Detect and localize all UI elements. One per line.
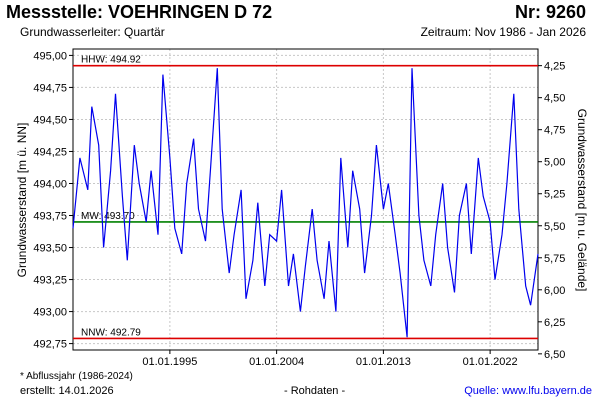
- y-axis-label-right: Grundwasserstand [m u. Gelände]: [575, 109, 589, 292]
- left-tick-label: 493,00: [33, 307, 67, 319]
- created-date: erstellt: 14.01.2026: [20, 385, 114, 397]
- y-axis-label-left: Grundwasserstand [m ü. NN]: [15, 123, 29, 278]
- reference-label: NNW: 492.79: [81, 327, 141, 338]
- x-axis-ticks: 01.01.1995 01.01.2004 01.01.2013 01.01.2022: [142, 350, 518, 368]
- left-tick-label: 494,25: [33, 146, 67, 158]
- reference-lines: HHW: 494.92 MW: 493.70 NNW: 492.79: [73, 55, 538, 340]
- left-tick-label: 495,00: [33, 50, 67, 62]
- left-axis-ticks: 495,00 494,75 494,50 494,25 494,00 493,75 493,…: [33, 50, 73, 351]
- plot-frame: [72, 48, 539, 351]
- right-axis-ticks: 4,25 4,50 4,75 5,00 5,25 5,50 5,75 6,00 6,25 6,50: [538, 61, 565, 361]
- right-tick-label: 5,00: [544, 157, 565, 169]
- right-tick-label: 5,25: [544, 189, 565, 201]
- left-tick-label: 494,75: [33, 82, 67, 94]
- aquifer-label: Grundwasserleiter: Quartär: [20, 25, 165, 39]
- period-label: Zeitraum: Nov 1986 - Jan 2026: [420, 25, 586, 39]
- left-tick-label: 493,50: [33, 243, 67, 255]
- station-number: Nr: 9260: [514, 2, 586, 22]
- source-link[interactable]: Quelle: www.lfu.bayern.de: [464, 385, 592, 397]
- right-tick-label: 4,75: [544, 125, 565, 137]
- x-tick-label: 01.01.2013: [356, 356, 411, 368]
- right-tick-label: 6,00: [544, 285, 565, 297]
- chart-grid: [73, 49, 538, 350]
- left-tick-label: 493,75: [33, 211, 67, 223]
- reference-label: MW: 493.70: [81, 211, 135, 222]
- station-title: Messstelle: VOEHRINGEN D 72: [6, 2, 273, 22]
- raw-data-note: - Rohdaten -: [284, 385, 346, 397]
- right-tick-label: 6,50: [544, 349, 565, 361]
- left-tick-label: 494,00: [33, 178, 67, 190]
- x-tick-label: 01.01.1995: [142, 356, 197, 368]
- series-line: [72, 68, 539, 338]
- left-tick-label: 492,75: [33, 339, 67, 351]
- right-tick-label: 5,75: [544, 253, 565, 265]
- left-tick-label: 494,50: [33, 114, 67, 126]
- x-tick-label: 01.01.2022: [463, 356, 518, 368]
- right-tick-label: 4,50: [544, 93, 565, 105]
- right-tick-label: 5,50: [544, 221, 565, 233]
- left-tick-label: 493,25: [33, 275, 67, 287]
- footnote: * Abflussjahr (1986-2024): [20, 371, 133, 382]
- reference-label: HHW: 494.92: [81, 55, 141, 66]
- x-tick-label: 01.01.2004: [249, 356, 304, 368]
- right-tick-label: 4,25: [544, 61, 565, 73]
- right-tick-label: 6,25: [544, 317, 565, 329]
